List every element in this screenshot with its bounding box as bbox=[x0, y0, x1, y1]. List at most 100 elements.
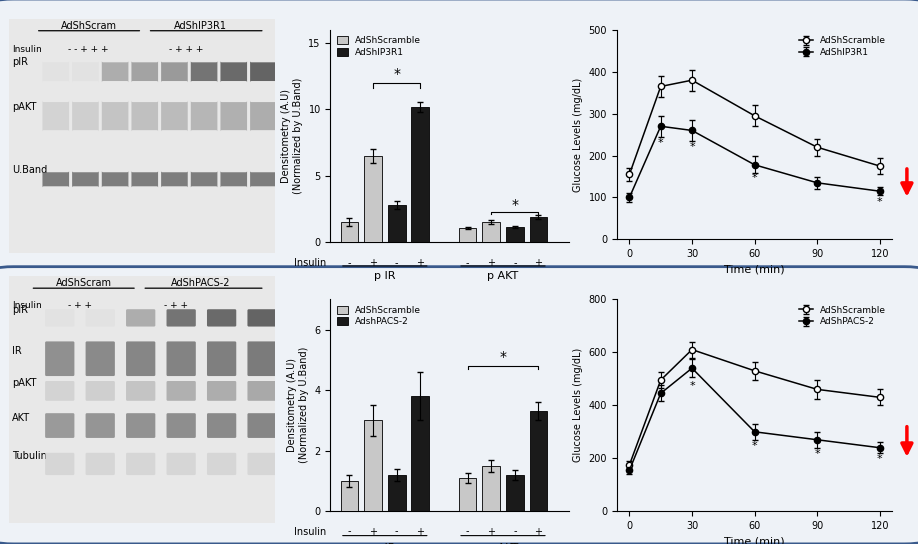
FancyBboxPatch shape bbox=[42, 61, 69, 82]
Y-axis label: Glucose Levels (mg/dL): Glucose Levels (mg/dL) bbox=[573, 348, 583, 462]
Bar bbox=[387, 205, 406, 242]
Text: AdShScram: AdShScram bbox=[61, 21, 118, 32]
FancyBboxPatch shape bbox=[162, 171, 188, 188]
FancyBboxPatch shape bbox=[131, 61, 158, 82]
Bar bbox=[364, 421, 382, 511]
FancyBboxPatch shape bbox=[131, 101, 158, 131]
Text: U.Band: U.Band bbox=[12, 165, 47, 175]
FancyBboxPatch shape bbox=[45, 381, 74, 401]
FancyBboxPatch shape bbox=[126, 381, 155, 401]
FancyBboxPatch shape bbox=[126, 309, 155, 326]
FancyBboxPatch shape bbox=[73, 101, 99, 131]
FancyBboxPatch shape bbox=[45, 309, 74, 326]
FancyBboxPatch shape bbox=[85, 453, 115, 475]
FancyBboxPatch shape bbox=[166, 342, 196, 376]
Text: *: * bbox=[658, 138, 664, 147]
Bar bbox=[387, 475, 406, 511]
Text: *: * bbox=[877, 454, 882, 465]
FancyBboxPatch shape bbox=[73, 61, 99, 82]
Text: IR: IR bbox=[12, 347, 22, 356]
FancyBboxPatch shape bbox=[0, 267, 918, 544]
Text: Insulin: Insulin bbox=[12, 45, 41, 54]
Y-axis label: Densitometry (A.U)
(Normalized by U.Band): Densitometry (A.U) (Normalized by U.Band… bbox=[281, 78, 303, 194]
FancyBboxPatch shape bbox=[250, 101, 276, 131]
Text: AdShIP3R1: AdShIP3R1 bbox=[174, 21, 228, 32]
FancyBboxPatch shape bbox=[166, 381, 196, 401]
Y-axis label: Densitometry (A.U)
(Normalized by U.Band): Densitometry (A.U) (Normalized by U.Band… bbox=[287, 347, 309, 463]
FancyBboxPatch shape bbox=[73, 171, 99, 188]
FancyBboxPatch shape bbox=[248, 342, 276, 376]
FancyBboxPatch shape bbox=[248, 309, 276, 326]
Bar bbox=[411, 396, 429, 511]
Y-axis label: Glucose Levels (mg/dL): Glucose Levels (mg/dL) bbox=[573, 77, 583, 192]
Legend: AdShScramble, AdShIP3R1: AdShScramble, AdShIP3R1 bbox=[798, 34, 888, 59]
FancyBboxPatch shape bbox=[102, 171, 129, 188]
FancyBboxPatch shape bbox=[162, 61, 188, 82]
Text: pIR: pIR bbox=[12, 306, 28, 316]
Bar bbox=[364, 156, 382, 242]
FancyBboxPatch shape bbox=[248, 413, 276, 438]
FancyBboxPatch shape bbox=[85, 381, 115, 401]
Text: +: + bbox=[534, 527, 543, 536]
Text: *: * bbox=[499, 350, 507, 364]
Text: AdShPACS-2: AdShPACS-2 bbox=[171, 279, 230, 288]
Text: -: - bbox=[348, 527, 352, 536]
FancyBboxPatch shape bbox=[85, 413, 115, 438]
Text: *: * bbox=[752, 441, 757, 451]
Text: *: * bbox=[689, 142, 695, 152]
FancyBboxPatch shape bbox=[207, 342, 236, 376]
Text: *: * bbox=[814, 449, 820, 459]
FancyBboxPatch shape bbox=[166, 413, 196, 438]
Text: +: + bbox=[534, 258, 543, 268]
Bar bbox=[341, 222, 358, 242]
FancyBboxPatch shape bbox=[85, 309, 115, 326]
FancyBboxPatch shape bbox=[191, 61, 218, 82]
FancyBboxPatch shape bbox=[166, 453, 196, 475]
Text: +: + bbox=[369, 258, 377, 268]
X-axis label: Time (min): Time (min) bbox=[724, 536, 785, 544]
FancyBboxPatch shape bbox=[126, 342, 155, 376]
Bar bbox=[530, 217, 547, 242]
FancyBboxPatch shape bbox=[250, 171, 276, 188]
X-axis label: Time (min): Time (min) bbox=[724, 264, 785, 275]
FancyBboxPatch shape bbox=[191, 101, 218, 131]
FancyBboxPatch shape bbox=[220, 171, 247, 188]
Bar bbox=[459, 478, 476, 511]
Text: Insulin: Insulin bbox=[12, 300, 41, 310]
Text: Insulin: Insulin bbox=[294, 258, 326, 268]
Text: p IR: p IR bbox=[374, 271, 396, 281]
Text: AdShScram: AdShScram bbox=[56, 279, 112, 288]
Text: - + + +: - + + + bbox=[169, 45, 203, 54]
FancyBboxPatch shape bbox=[166, 309, 196, 326]
FancyBboxPatch shape bbox=[220, 101, 247, 131]
FancyBboxPatch shape bbox=[250, 61, 276, 82]
FancyBboxPatch shape bbox=[102, 61, 129, 82]
FancyBboxPatch shape bbox=[126, 413, 155, 438]
Text: +: + bbox=[416, 258, 424, 268]
Bar bbox=[506, 475, 523, 511]
Text: *: * bbox=[877, 197, 882, 207]
FancyBboxPatch shape bbox=[45, 413, 74, 438]
FancyBboxPatch shape bbox=[131, 171, 158, 188]
Text: pAKT: pAKT bbox=[12, 102, 36, 112]
Bar bbox=[341, 481, 358, 511]
Legend: AdShScramble, AdShPACS-2: AdShScramble, AdShPACS-2 bbox=[798, 304, 888, 328]
Text: -: - bbox=[465, 527, 469, 536]
Text: AKT: AKT bbox=[12, 413, 30, 423]
FancyBboxPatch shape bbox=[248, 453, 276, 475]
Bar bbox=[530, 411, 547, 511]
FancyBboxPatch shape bbox=[85, 342, 115, 376]
Bar bbox=[411, 107, 429, 242]
Text: pIR: pIR bbox=[12, 57, 28, 67]
FancyBboxPatch shape bbox=[102, 101, 129, 131]
Text: Tubulin: Tubulin bbox=[12, 452, 47, 461]
Text: - + +: - + + bbox=[68, 300, 92, 310]
Text: +: + bbox=[369, 527, 377, 536]
Text: +: + bbox=[487, 527, 495, 536]
Text: *: * bbox=[511, 197, 519, 212]
Text: -: - bbox=[513, 527, 517, 536]
FancyBboxPatch shape bbox=[42, 171, 69, 188]
FancyBboxPatch shape bbox=[248, 381, 276, 401]
FancyBboxPatch shape bbox=[45, 453, 74, 475]
Text: -: - bbox=[513, 258, 517, 268]
